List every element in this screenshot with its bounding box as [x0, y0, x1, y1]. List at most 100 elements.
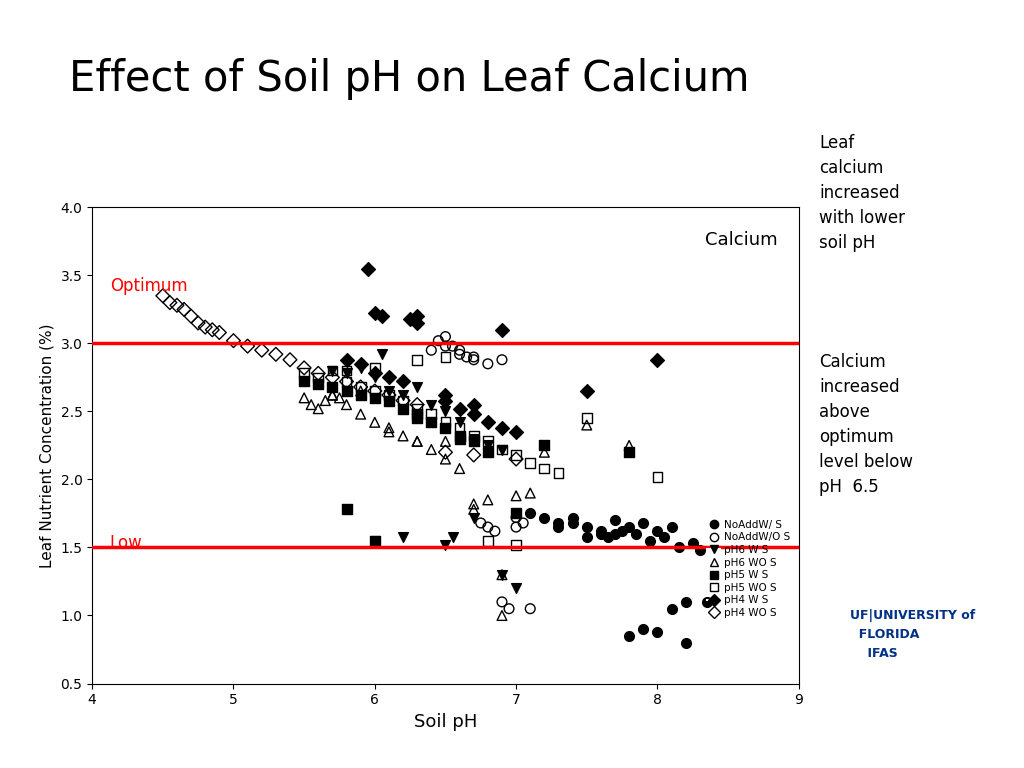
Point — [338, 503, 354, 515]
Point — [635, 517, 651, 529]
Point — [508, 449, 524, 461]
Point — [409, 408, 425, 420]
Point — [466, 449, 482, 461]
Point — [564, 517, 581, 529]
Point — [466, 498, 482, 510]
Point — [579, 385, 595, 397]
Point — [395, 531, 412, 543]
Point — [395, 376, 412, 388]
Point — [452, 416, 468, 429]
Point — [437, 446, 454, 458]
Point — [303, 399, 319, 411]
Point — [537, 511, 553, 524]
Point — [338, 399, 354, 411]
Point — [430, 335, 446, 347]
Point — [444, 340, 461, 353]
Point — [494, 596, 510, 608]
Point — [452, 402, 468, 415]
Y-axis label: Leaf Nutrient Concentration (%): Leaf Nutrient Concentration (%) — [40, 323, 55, 568]
Point — [325, 389, 341, 401]
Point — [155, 290, 171, 302]
Point — [310, 378, 327, 390]
Point — [381, 389, 397, 401]
Point — [367, 307, 383, 319]
Point — [367, 535, 383, 547]
Point — [381, 371, 397, 383]
Point — [409, 353, 425, 366]
Point — [325, 365, 341, 377]
Point — [352, 358, 369, 370]
Point — [479, 358, 496, 370]
Point — [466, 351, 482, 363]
Text: Effect of Soil pH on Leaf Calcium: Effect of Soil pH on Leaf Calcium — [70, 58, 750, 100]
Point — [579, 412, 595, 425]
Point — [494, 422, 510, 434]
Point — [628, 528, 644, 540]
Point — [409, 402, 425, 415]
Point — [409, 435, 425, 448]
Point — [649, 353, 666, 366]
Point — [664, 521, 680, 533]
Point — [437, 416, 454, 429]
Point — [486, 525, 503, 538]
Point — [240, 340, 256, 353]
Point — [338, 365, 354, 377]
Text: Optimum: Optimum — [110, 277, 187, 295]
Point — [621, 521, 637, 533]
Point — [352, 362, 369, 374]
Point — [409, 317, 425, 329]
Point — [409, 435, 425, 448]
Point — [296, 392, 312, 404]
Point — [338, 376, 354, 388]
Point — [381, 389, 397, 401]
Point — [338, 385, 354, 397]
Point — [401, 313, 418, 325]
Point — [613, 525, 630, 538]
Point — [479, 521, 496, 533]
Point — [211, 326, 227, 339]
X-axis label: Soil pH: Soil pH — [414, 713, 477, 731]
Point — [437, 453, 454, 465]
Point — [423, 443, 439, 455]
Point — [479, 494, 496, 506]
Point — [494, 353, 510, 366]
Point — [367, 392, 383, 404]
Point — [452, 344, 468, 356]
Point — [409, 310, 425, 323]
Text: Leaf
calcium
increased
with lower
soil pH: Leaf calcium increased with lower soil p… — [819, 134, 905, 253]
Point — [197, 321, 213, 333]
Point — [310, 402, 327, 415]
Point — [466, 430, 482, 442]
Point — [671, 541, 687, 554]
Point — [479, 535, 496, 547]
Point — [508, 511, 524, 524]
Point — [381, 395, 397, 407]
Point — [515, 517, 531, 529]
Point — [607, 528, 624, 540]
Point — [381, 385, 397, 397]
Text: UF|UNIVERSITY of
  FLORIDA
    IFAS: UF|UNIVERSITY of FLORIDA IFAS — [850, 610, 975, 660]
Point — [607, 514, 624, 526]
Point — [162, 296, 178, 309]
Point — [479, 446, 496, 458]
Point — [190, 317, 207, 329]
Point — [381, 422, 397, 434]
Point — [684, 538, 700, 550]
Point — [459, 351, 475, 363]
Point — [479, 435, 496, 448]
Point — [352, 381, 369, 393]
Point — [395, 395, 412, 407]
Point — [452, 432, 468, 445]
Point — [437, 538, 454, 551]
Legend: NoAddW/ S, NoAddW/O S, pH6 W S, pH6 WO S, pH5 W S, pH5 WO S, pH4 W S, pH4 WO S: NoAddW/ S, NoAddW/O S, pH6 W S, pH6 WO S… — [705, 517, 794, 621]
Point — [452, 422, 468, 434]
Point — [452, 462, 468, 475]
Point — [367, 385, 383, 397]
Point — [183, 310, 200, 323]
Point — [296, 367, 312, 379]
Point — [649, 471, 666, 483]
Point — [437, 330, 454, 343]
Point — [437, 422, 454, 434]
Point — [437, 395, 454, 407]
Point — [325, 371, 341, 383]
